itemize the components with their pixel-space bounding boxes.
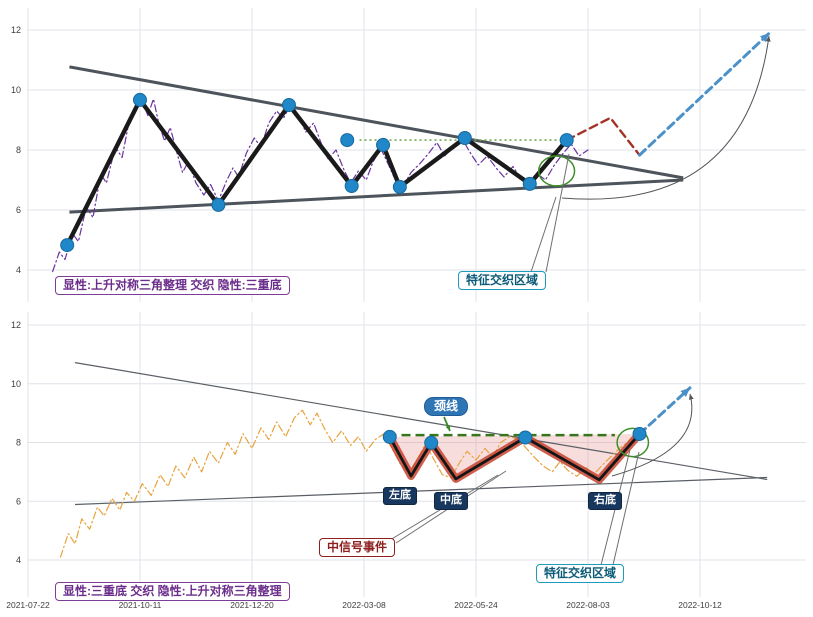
pivot-marker bbox=[559, 133, 574, 148]
pivot-marker bbox=[133, 92, 147, 107]
bottom-pattern-label: 显性:三重底 交织 隐性:上升对称三角整理 bbox=[55, 582, 290, 601]
pivot-marker bbox=[424, 435, 439, 450]
pivot-marker bbox=[340, 133, 355, 148]
pivot-marker bbox=[522, 176, 537, 191]
y-tick-label: 8 bbox=[16, 438, 21, 448]
y-tick-label: 10 bbox=[11, 85, 21, 95]
y-tick-label: 4 bbox=[16, 555, 21, 565]
neckline-label: 颈线 bbox=[424, 397, 469, 416]
pivot-marker bbox=[632, 426, 647, 441]
pattern-zigzag-line bbox=[388, 432, 641, 482]
forecast-blue-line bbox=[638, 31, 771, 157]
pivot-marker bbox=[344, 179, 359, 193]
arrowhead bbox=[688, 394, 694, 400]
y-tick-label: 8 bbox=[16, 145, 21, 155]
price-line bbox=[52, 98, 589, 273]
arrowhead bbox=[759, 33, 770, 43]
x-tick-label: 2021-07-22 bbox=[6, 600, 50, 610]
forecast-blue-line bbox=[638, 386, 692, 436]
x-tick-label: 2021-12-20 bbox=[230, 600, 274, 610]
bottom-feature-region-label: 特征交织区域 bbox=[536, 564, 625, 583]
x-tick-label: 2022-10-12 bbox=[678, 600, 722, 610]
y-tick-label: 12 bbox=[11, 25, 21, 35]
pivot-marker bbox=[376, 137, 391, 152]
curved-connector bbox=[611, 393, 693, 477]
pivot-marker bbox=[281, 98, 296, 112]
price-line bbox=[59, 409, 636, 558]
pivot-marker bbox=[211, 197, 226, 212]
x-tick-label: 2022-03-08 bbox=[342, 600, 386, 610]
annotation-pointer bbox=[612, 451, 640, 566]
middle-bottom-label: 中底 bbox=[434, 492, 468, 510]
annotation-pointer bbox=[530, 196, 557, 273]
feature-ellipse bbox=[537, 155, 576, 187]
arrowhead bbox=[765, 36, 771, 42]
y-tick-label: 4 bbox=[16, 265, 21, 275]
pivot-marker bbox=[518, 430, 533, 445]
feature-ellipse bbox=[616, 427, 650, 458]
top-pattern-label: 显性:上升对称三角整理 交织 隐性:三重底 bbox=[55, 276, 290, 295]
right-bottom-label: 右底 bbox=[588, 492, 622, 510]
top-chart: 4 6 8 10 12 bbox=[11, 8, 806, 302]
y-tick-label: 6 bbox=[16, 496, 21, 506]
trendline bbox=[69, 65, 684, 180]
zigzag-line bbox=[64, 97, 569, 248]
pivot-marker bbox=[392, 179, 407, 194]
y-tick-label: 10 bbox=[11, 379, 21, 389]
y-tick-label: 12 bbox=[11, 320, 21, 330]
pivot-marker bbox=[382, 429, 397, 444]
top-feature-region-label: 特征交织区域 bbox=[458, 271, 547, 290]
curved-connector bbox=[561, 35, 770, 200]
trendline bbox=[75, 476, 768, 506]
annotation-pointer bbox=[545, 153, 570, 273]
forecast-red-line bbox=[565, 116, 641, 157]
y-tick-label: 6 bbox=[16, 205, 21, 215]
x-tick-label: 2022-08-03 bbox=[566, 600, 610, 610]
trendline bbox=[74, 362, 768, 481]
x-tick-label: 2022-05-24 bbox=[454, 600, 498, 610]
pivot-marker bbox=[60, 238, 75, 253]
bottom-chart: 2021-07-22 2021-10-11 2021-12-20 2022-03-08… bbox=[6, 312, 806, 610]
signal-event-label: 中信号事件 bbox=[319, 538, 396, 557]
pivot-marker bbox=[457, 131, 472, 145]
left-bottom-label: 左底 bbox=[383, 487, 417, 505]
arrowhead bbox=[445, 425, 451, 431]
arrowhead bbox=[680, 387, 690, 398]
trendline bbox=[69, 178, 684, 214]
x-tick-label: 2021-10-11 bbox=[119, 600, 162, 610]
